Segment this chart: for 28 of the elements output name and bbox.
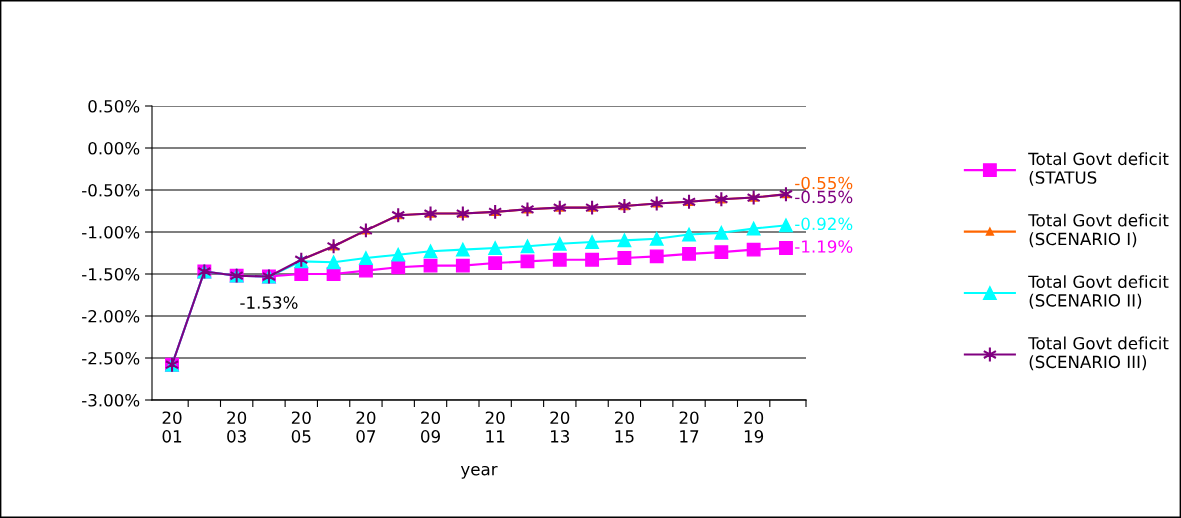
- data-label: -1.19%: [795, 240, 853, 253]
- legend-label: Total Govt deficit (SCENARIO II): [1028, 275, 1169, 309]
- y-tick-label: -1.00%: [82, 225, 140, 239]
- y-tick-label: -3.00%: [82, 393, 140, 407]
- y-tick-label: 0.50%: [88, 99, 140, 113]
- x-tick-label: 20 05: [291, 411, 311, 443]
- x-tick-label: 20 09: [421, 411, 441, 443]
- x-tick-label: 20 01: [162, 411, 182, 443]
- data-label: -0.92%: [795, 217, 853, 231]
- x-tick-label: 20 19: [744, 411, 764, 443]
- data-label: -1.53%: [240, 296, 298, 309]
- data-label: -0.55%: [795, 176, 853, 190]
- x-tick-label: 20 11: [485, 411, 505, 443]
- x-tick-label: 20 15: [615, 411, 634, 443]
- y-tick-label: -2.50%: [82, 351, 140, 365]
- y-tick-label: 0.00%: [88, 141, 140, 155]
- legend-label: Total Govt deficit (SCENARIO I): [1028, 213, 1169, 248]
- y-tick-label: -0.50%: [82, 183, 140, 197]
- x-tick-label: 20 17: [679, 411, 699, 443]
- x-tick-label: 20 03: [227, 411, 247, 443]
- y-tick-label: -1.50%: [82, 267, 140, 281]
- x-tick-label: 20 13: [550, 411, 570, 443]
- y-tick-label: -2.00%: [82, 309, 140, 323]
- x-axis-title: year: [460, 465, 498, 479]
- legend-label: Total Govt deficit (SCENARIO III): [1028, 336, 1169, 371]
- legend-label: Total Govt deficit (STATUS: [1028, 152, 1169, 186]
- x-tick-label: 20 07: [356, 411, 376, 443]
- data-label: -0.55%: [795, 190, 853, 204]
